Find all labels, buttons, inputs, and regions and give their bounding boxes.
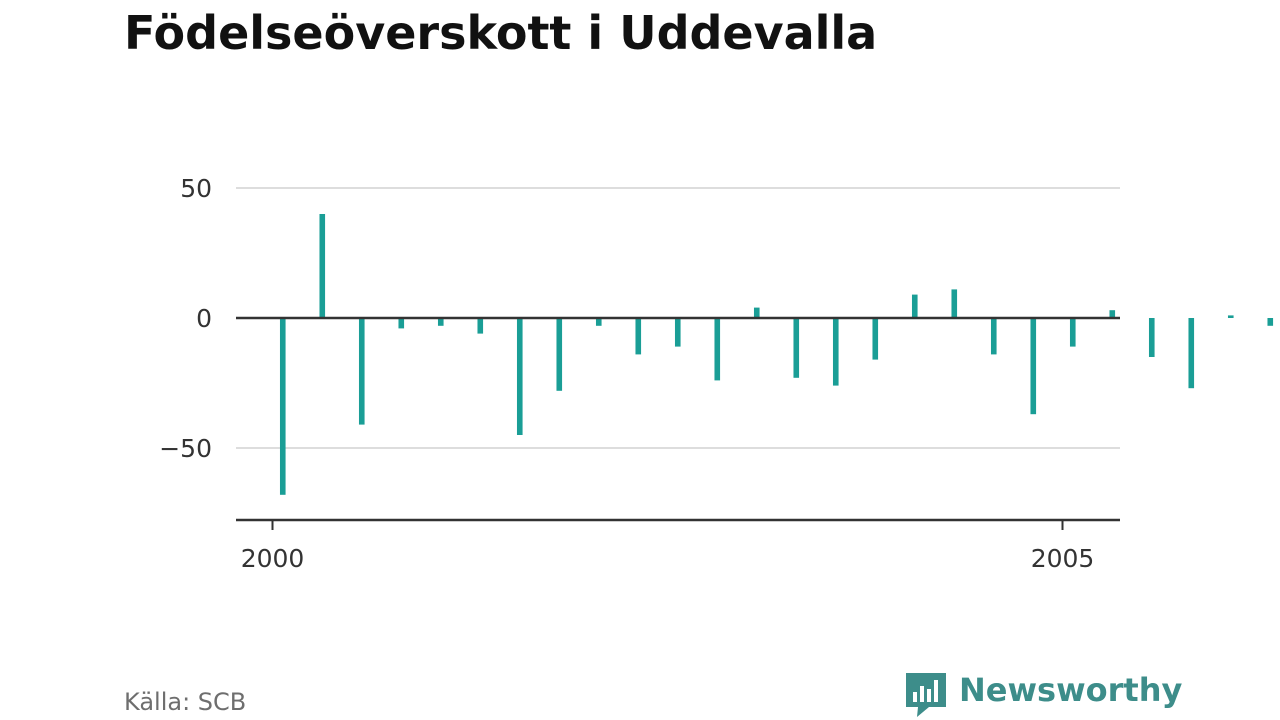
x-axis: 200020052010201520202025: [236, 518, 1120, 573]
bar: [674, 318, 681, 347]
bar: [832, 318, 839, 386]
newsworthy-logo-icon: [906, 673, 946, 717]
bar: [951, 289, 958, 318]
bar: [1148, 318, 1155, 357]
source-note: Källa: SCB: [124, 688, 247, 716]
bar: [437, 318, 444, 326]
bars: [279, 214, 1274, 495]
bar: [477, 318, 484, 334]
bar: [279, 318, 286, 495]
bar: [1267, 318, 1274, 326]
bar: [1069, 318, 1076, 347]
y-tick-label: −50: [159, 434, 212, 463]
bar: [516, 318, 523, 435]
bar: [1227, 315, 1234, 318]
bar: [714, 318, 721, 381]
y-axis: −50 0 50: [159, 174, 212, 463]
gridlines: [236, 187, 1120, 449]
bar: [1030, 318, 1037, 415]
bar: [556, 318, 563, 391]
brand-logo: Newsworthy: [903, 669, 1182, 719]
bar: [911, 294, 918, 318]
bar: [398, 318, 405, 329]
brand-name: Newsworthy: [959, 671, 1183, 709]
bar: [1188, 318, 1195, 389]
bar: [753, 307, 760, 318]
bar: [319, 214, 326, 318]
bar: [358, 318, 365, 425]
bar: [595, 318, 602, 326]
y-tick-label: 50: [180, 174, 212, 203]
bar: [1109, 310, 1116, 318]
bar: [793, 318, 800, 378]
y-tick-label: 0: [196, 304, 212, 333]
x-tick-label: 2000: [241, 544, 305, 573]
chart-title: Födelseöverskott i Uddevalla: [124, 6, 878, 60]
bar: [990, 318, 997, 355]
x-tick-label: 2005: [1031, 544, 1095, 573]
bar: [872, 318, 879, 360]
bar: [635, 318, 642, 355]
